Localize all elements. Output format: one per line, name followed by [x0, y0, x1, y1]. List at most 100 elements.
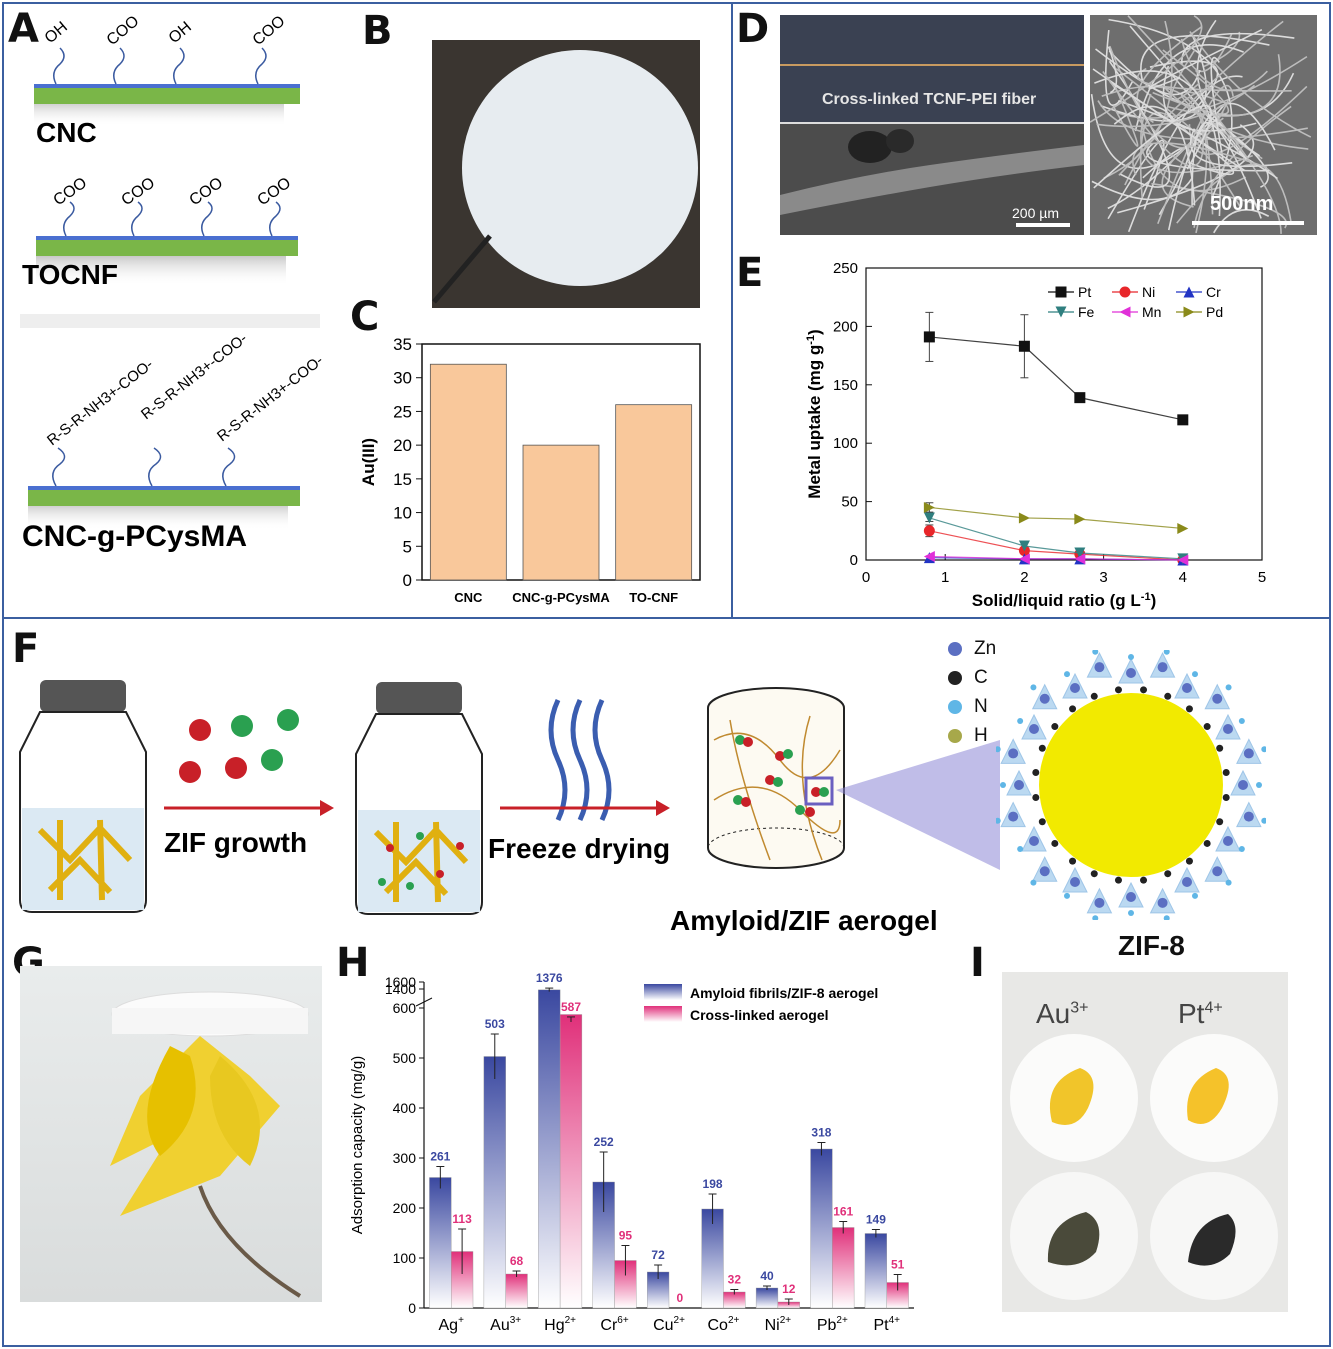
zif-legend: Zn C N H — [948, 634, 996, 750]
legend-swatch — [644, 984, 682, 1000]
x-tick-label: Cr6+ — [600, 1315, 628, 1334]
nanofiber — [1094, 70, 1221, 217]
panel-label-d: D — [736, 6, 770, 52]
c-atom — [1185, 705, 1193, 713]
scale-bar-left: 200 µm — [1012, 205, 1059, 221]
data-label: 252 — [594, 1135, 614, 1149]
x-tick-label: Ag+ — [439, 1315, 465, 1334]
c-atom — [1032, 768, 1040, 776]
x-tick-label: Pb2+ — [817, 1315, 848, 1334]
y-axis-label: Au(III) — [359, 438, 378, 486]
nanofiber — [1113, 105, 1196, 206]
c-atom — [1203, 839, 1211, 847]
c-atom — [1140, 876, 1148, 884]
legend-label: Amyloid fibrils/ZIF-8 aerogel — [690, 985, 878, 1001]
nanofiber — [1107, 139, 1165, 220]
x-tick-label: Co2+ — [708, 1315, 740, 1334]
x-tick-label: CNC-g-PCysMA — [512, 590, 610, 605]
y-tick-label: 1600 — [385, 974, 416, 990]
zn-atom — [1029, 836, 1040, 846]
bar-pb-s1 — [810, 1148, 833, 1309]
legend-swatch — [644, 1006, 682, 1022]
c-atom — [1090, 692, 1098, 700]
n-atom — [1017, 718, 1024, 724]
zn-atom — [1157, 897, 1168, 908]
legend-label: Cross-linked aerogel — [690, 1007, 829, 1023]
legend-marker — [1119, 306, 1131, 318]
n-atom — [1261, 746, 1266, 753]
nanofiber — [1091, 177, 1194, 201]
bar-pb-s2 — [832, 1227, 855, 1309]
legend-marker — [1119, 286, 1131, 298]
data-point — [923, 501, 935, 513]
chart-c: 0 5 10 15 20 25 30 35 CNC CNC-g-PCysMA TO-CNF Au(II… — [359, 335, 701, 605]
c-atom — [1185, 857, 1193, 865]
y-tick-label: 100 — [393, 1250, 417, 1266]
data-point — [1018, 540, 1030, 552]
x-tick-label: Hg2+ — [544, 1315, 576, 1334]
cavity-sphere — [1039, 693, 1223, 877]
c-atom — [1069, 857, 1077, 865]
c-dot-icon — [948, 670, 962, 685]
y-tick-label: 1400 — [385, 981, 416, 997]
nanofiber — [1176, 163, 1293, 224]
legend-pd: Pd — [1176, 304, 1223, 320]
nanofiber — [1108, 18, 1233, 199]
legend-ni: Ni — [1112, 284, 1155, 300]
zn-atom — [1243, 811, 1254, 822]
bar-au-s2 — [505, 1273, 528, 1309]
zn-atom — [1157, 662, 1168, 673]
zn-atom — [1039, 866, 1050, 877]
n-atom — [1163, 650, 1170, 655]
series-mn — [923, 550, 1189, 566]
y-tick-label: 500 — [393, 1050, 417, 1066]
zn-atom — [1070, 876, 1080, 887]
n-atom — [1238, 718, 1245, 724]
cncg-label: CNC-g-PCysMA — [22, 520, 247, 553]
c-atom — [1222, 794, 1230, 802]
zn-atom — [1238, 780, 1248, 790]
x-tick-label: TO-CNF — [629, 590, 678, 605]
c-atom — [1069, 705, 1077, 713]
series-pt — [923, 311, 1189, 426]
data-point — [1018, 553, 1030, 565]
c-atom — [1051, 723, 1059, 731]
legend-fe: Fe — [1048, 304, 1095, 320]
panel-a-schematic: OH COO OH COO CNC COO COO COO COO TOCNF … — [20, 14, 327, 553]
nanofiber — [1107, 46, 1118, 94]
nanofiber — [1189, 128, 1293, 168]
data-label: 161 — [833, 1205, 853, 1219]
zn-atom — [1182, 683, 1192, 694]
zn-atom — [1008, 748, 1019, 759]
cncg-group-3: R-S-R-NH3+-COO- — [214, 352, 327, 445]
zn-atom — [1182, 876, 1192, 887]
panel-label-c: C — [350, 294, 380, 340]
label-pt: Pt4+ — [1178, 998, 1223, 1029]
legend-marker — [1183, 306, 1195, 318]
data-point — [1177, 414, 1189, 426]
x-tick-label: 3 — [1099, 569, 1107, 586]
zif8-label: ZIF-8 — [1118, 930, 1185, 961]
nanofiber — [1127, 15, 1282, 234]
x-tick-label: Ni2+ — [765, 1315, 792, 1334]
bar-hg-s2 — [559, 1014, 583, 1309]
tocnf-fiber: COO COO COO COO TOCNF — [22, 174, 298, 290]
tocnf-group-1: COO — [51, 174, 91, 209]
zn-atom — [1029, 724, 1040, 734]
zn-atom — [1126, 668, 1136, 678]
nanofiber — [1193, 105, 1292, 228]
x-tick-label: 5 — [1258, 569, 1266, 586]
n-atom — [1256, 782, 1262, 788]
legend-mn: Mn — [1112, 304, 1161, 320]
adsorption-samples-photo: Au3+ Pt4+ — [1002, 972, 1288, 1312]
nanofiber — [1194, 69, 1268, 92]
y-tick-label: 250 — [833, 260, 858, 277]
y-tick-label: 200 — [833, 318, 858, 335]
data-label: 587 — [561, 1000, 581, 1014]
data-point — [923, 525, 935, 537]
n-atom — [1030, 879, 1037, 886]
tocnf-group-3: COO — [187, 174, 227, 209]
legend-label: Pt — [1078, 284, 1091, 300]
y-tick-label: 0 — [850, 552, 858, 569]
y-tick-label: 600 — [393, 1000, 417, 1016]
